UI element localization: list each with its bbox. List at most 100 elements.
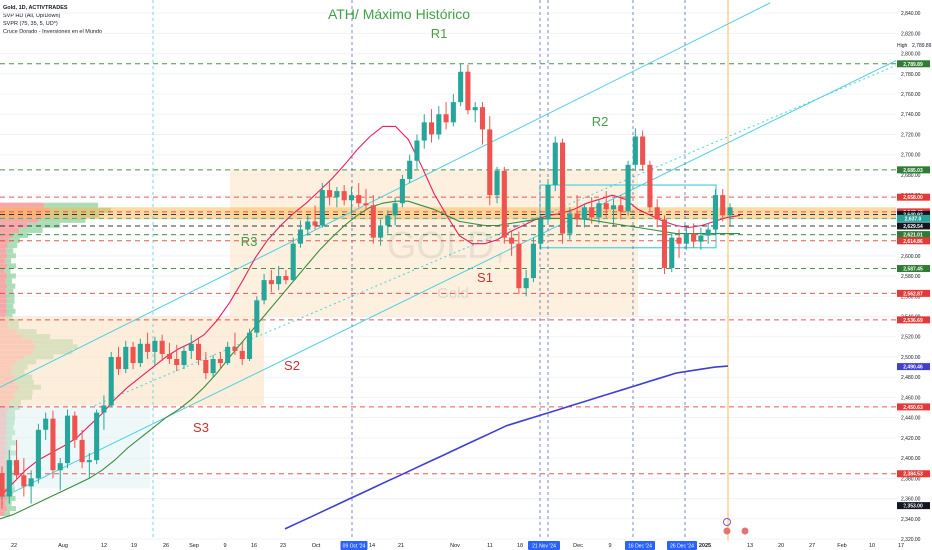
candle-body[interactable] xyxy=(50,418,56,471)
highlighted-date-tag[interactable] xyxy=(528,541,560,550)
candle-body[interactable] xyxy=(414,140,420,161)
candle-body[interactable] xyxy=(210,358,216,374)
candle-body[interactable] xyxy=(720,195,726,216)
candle-body[interactable] xyxy=(6,460,12,497)
candle-body[interactable] xyxy=(509,237,515,244)
candle-body[interactable] xyxy=(239,350,245,359)
candle-body[interactable] xyxy=(632,136,638,165)
candle-body[interactable] xyxy=(188,343,194,351)
candle-body[interactable] xyxy=(640,136,646,165)
economic-event-icon[interactable] xyxy=(723,518,731,526)
candle-body[interactable] xyxy=(472,107,478,111)
candle-body[interactable] xyxy=(399,178,405,204)
candle-body[interactable] xyxy=(610,205,617,210)
candle-body[interactable] xyxy=(538,219,544,244)
price-level-tag[interactable] xyxy=(897,470,930,478)
symbol-title[interactable]: Gold, 1D, ACTIVTRADES xyxy=(3,5,68,11)
candle-body[interactable] xyxy=(115,356,122,370)
candle-body[interactable] xyxy=(530,243,536,279)
price-level-tag[interactable] xyxy=(897,60,930,68)
flag-us-icon-2[interactable] xyxy=(741,527,749,535)
candle-body[interactable] xyxy=(14,460,20,476)
candle-body[interactable] xyxy=(64,415,71,464)
candle-body[interactable] xyxy=(370,205,376,238)
candle-body[interactable] xyxy=(545,185,551,220)
candle-body[interactable] xyxy=(0,473,5,497)
price-level-tag[interactable] xyxy=(897,193,930,201)
candle-body[interactable] xyxy=(654,207,660,220)
candle-body[interactable] xyxy=(312,221,318,226)
candle-body[interactable] xyxy=(57,463,63,471)
candle-body[interactable] xyxy=(392,203,398,216)
candle-body[interactable] xyxy=(217,358,223,364)
candle-body[interactable] xyxy=(21,475,27,487)
highlighted-date-tag[interactable] xyxy=(667,541,697,550)
candle-body[interactable] xyxy=(254,300,260,333)
candle-body[interactable] xyxy=(86,460,92,463)
candle-body[interactable] xyxy=(166,353,172,359)
candle-body[interactable] xyxy=(618,205,624,212)
price-level-tag[interactable] xyxy=(897,363,930,371)
candle-body[interactable] xyxy=(458,71,464,103)
candle-body[interactable] xyxy=(421,122,427,141)
price-level-tag[interactable] xyxy=(897,210,930,218)
candle-body[interactable] xyxy=(705,229,711,236)
price-level-tag[interactable] xyxy=(897,316,930,324)
candle-body[interactable] xyxy=(348,195,354,201)
indicator-svp[interactable]: SVP HD (All, Up/Down) xyxy=(3,13,61,19)
candle-body[interactable] xyxy=(108,356,114,406)
candle-body[interactable] xyxy=(501,170,507,238)
candle-body[interactable] xyxy=(581,207,587,220)
candle-body[interactable] xyxy=(130,346,136,364)
candle-body[interactable] xyxy=(35,429,41,479)
candle-body[interactable] xyxy=(334,191,340,198)
candle-body[interactable] xyxy=(712,195,718,230)
candle-body[interactable] xyxy=(443,114,449,123)
candle-body[interactable] xyxy=(676,237,682,244)
indicator-svpr[interactable]: SVPR (75, 35, 5, UD*) xyxy=(3,21,58,27)
candle-body[interactable] xyxy=(43,418,49,430)
candle-body[interactable] xyxy=(647,164,653,208)
price-level-tag[interactable] xyxy=(897,231,930,239)
candle-body[interactable] xyxy=(79,439,85,463)
candle-body[interactable] xyxy=(276,276,282,285)
candle-body[interactable] xyxy=(661,219,668,268)
candle-body[interactable] xyxy=(385,215,391,226)
candle-body[interactable] xyxy=(552,142,558,186)
candle-body[interactable] xyxy=(479,107,486,130)
candle-body[interactable] xyxy=(574,213,580,220)
candle-body[interactable] xyxy=(727,207,733,216)
candle-body[interactable] xyxy=(152,340,158,352)
candle-body[interactable] xyxy=(378,225,384,238)
highlighted-date-tag[interactable] xyxy=(625,541,655,550)
candle-body[interactable] xyxy=(669,237,675,268)
candle-body[interactable] xyxy=(494,170,500,196)
flag-us-icon[interactable] xyxy=(723,527,731,535)
candle-body[interactable] xyxy=(174,358,180,366)
candle-body[interactable] xyxy=(268,280,274,285)
candle-body[interactable] xyxy=(283,276,289,281)
candle-body[interactable] xyxy=(28,478,34,487)
candle-body[interactable] xyxy=(691,233,697,242)
candle-body[interactable] xyxy=(683,233,689,244)
candle-body[interactable] xyxy=(356,195,362,204)
candle-body[interactable] xyxy=(327,190,333,198)
candle-body[interactable] xyxy=(450,102,456,123)
price-level-tag[interactable] xyxy=(897,403,930,411)
candle-body[interactable] xyxy=(523,278,529,289)
candle-body[interactable] xyxy=(159,340,165,354)
candle-body[interactable] xyxy=(196,343,202,360)
candle-body[interactable] xyxy=(436,114,442,135)
candle-body[interactable] xyxy=(363,203,369,206)
candle-body[interactable] xyxy=(589,207,595,218)
price-level-tag[interactable] xyxy=(897,502,930,510)
candle-body[interactable] xyxy=(465,71,471,111)
candle-body[interactable] xyxy=(428,122,435,135)
candle-body[interactable] xyxy=(567,213,573,234)
candle-body[interactable] xyxy=(137,343,143,364)
candle-body[interactable] xyxy=(319,190,325,226)
candle-body[interactable] xyxy=(232,346,238,351)
candle-body[interactable] xyxy=(123,346,129,370)
candle-body[interactable] xyxy=(145,343,151,352)
candle-body[interactable] xyxy=(560,142,566,234)
